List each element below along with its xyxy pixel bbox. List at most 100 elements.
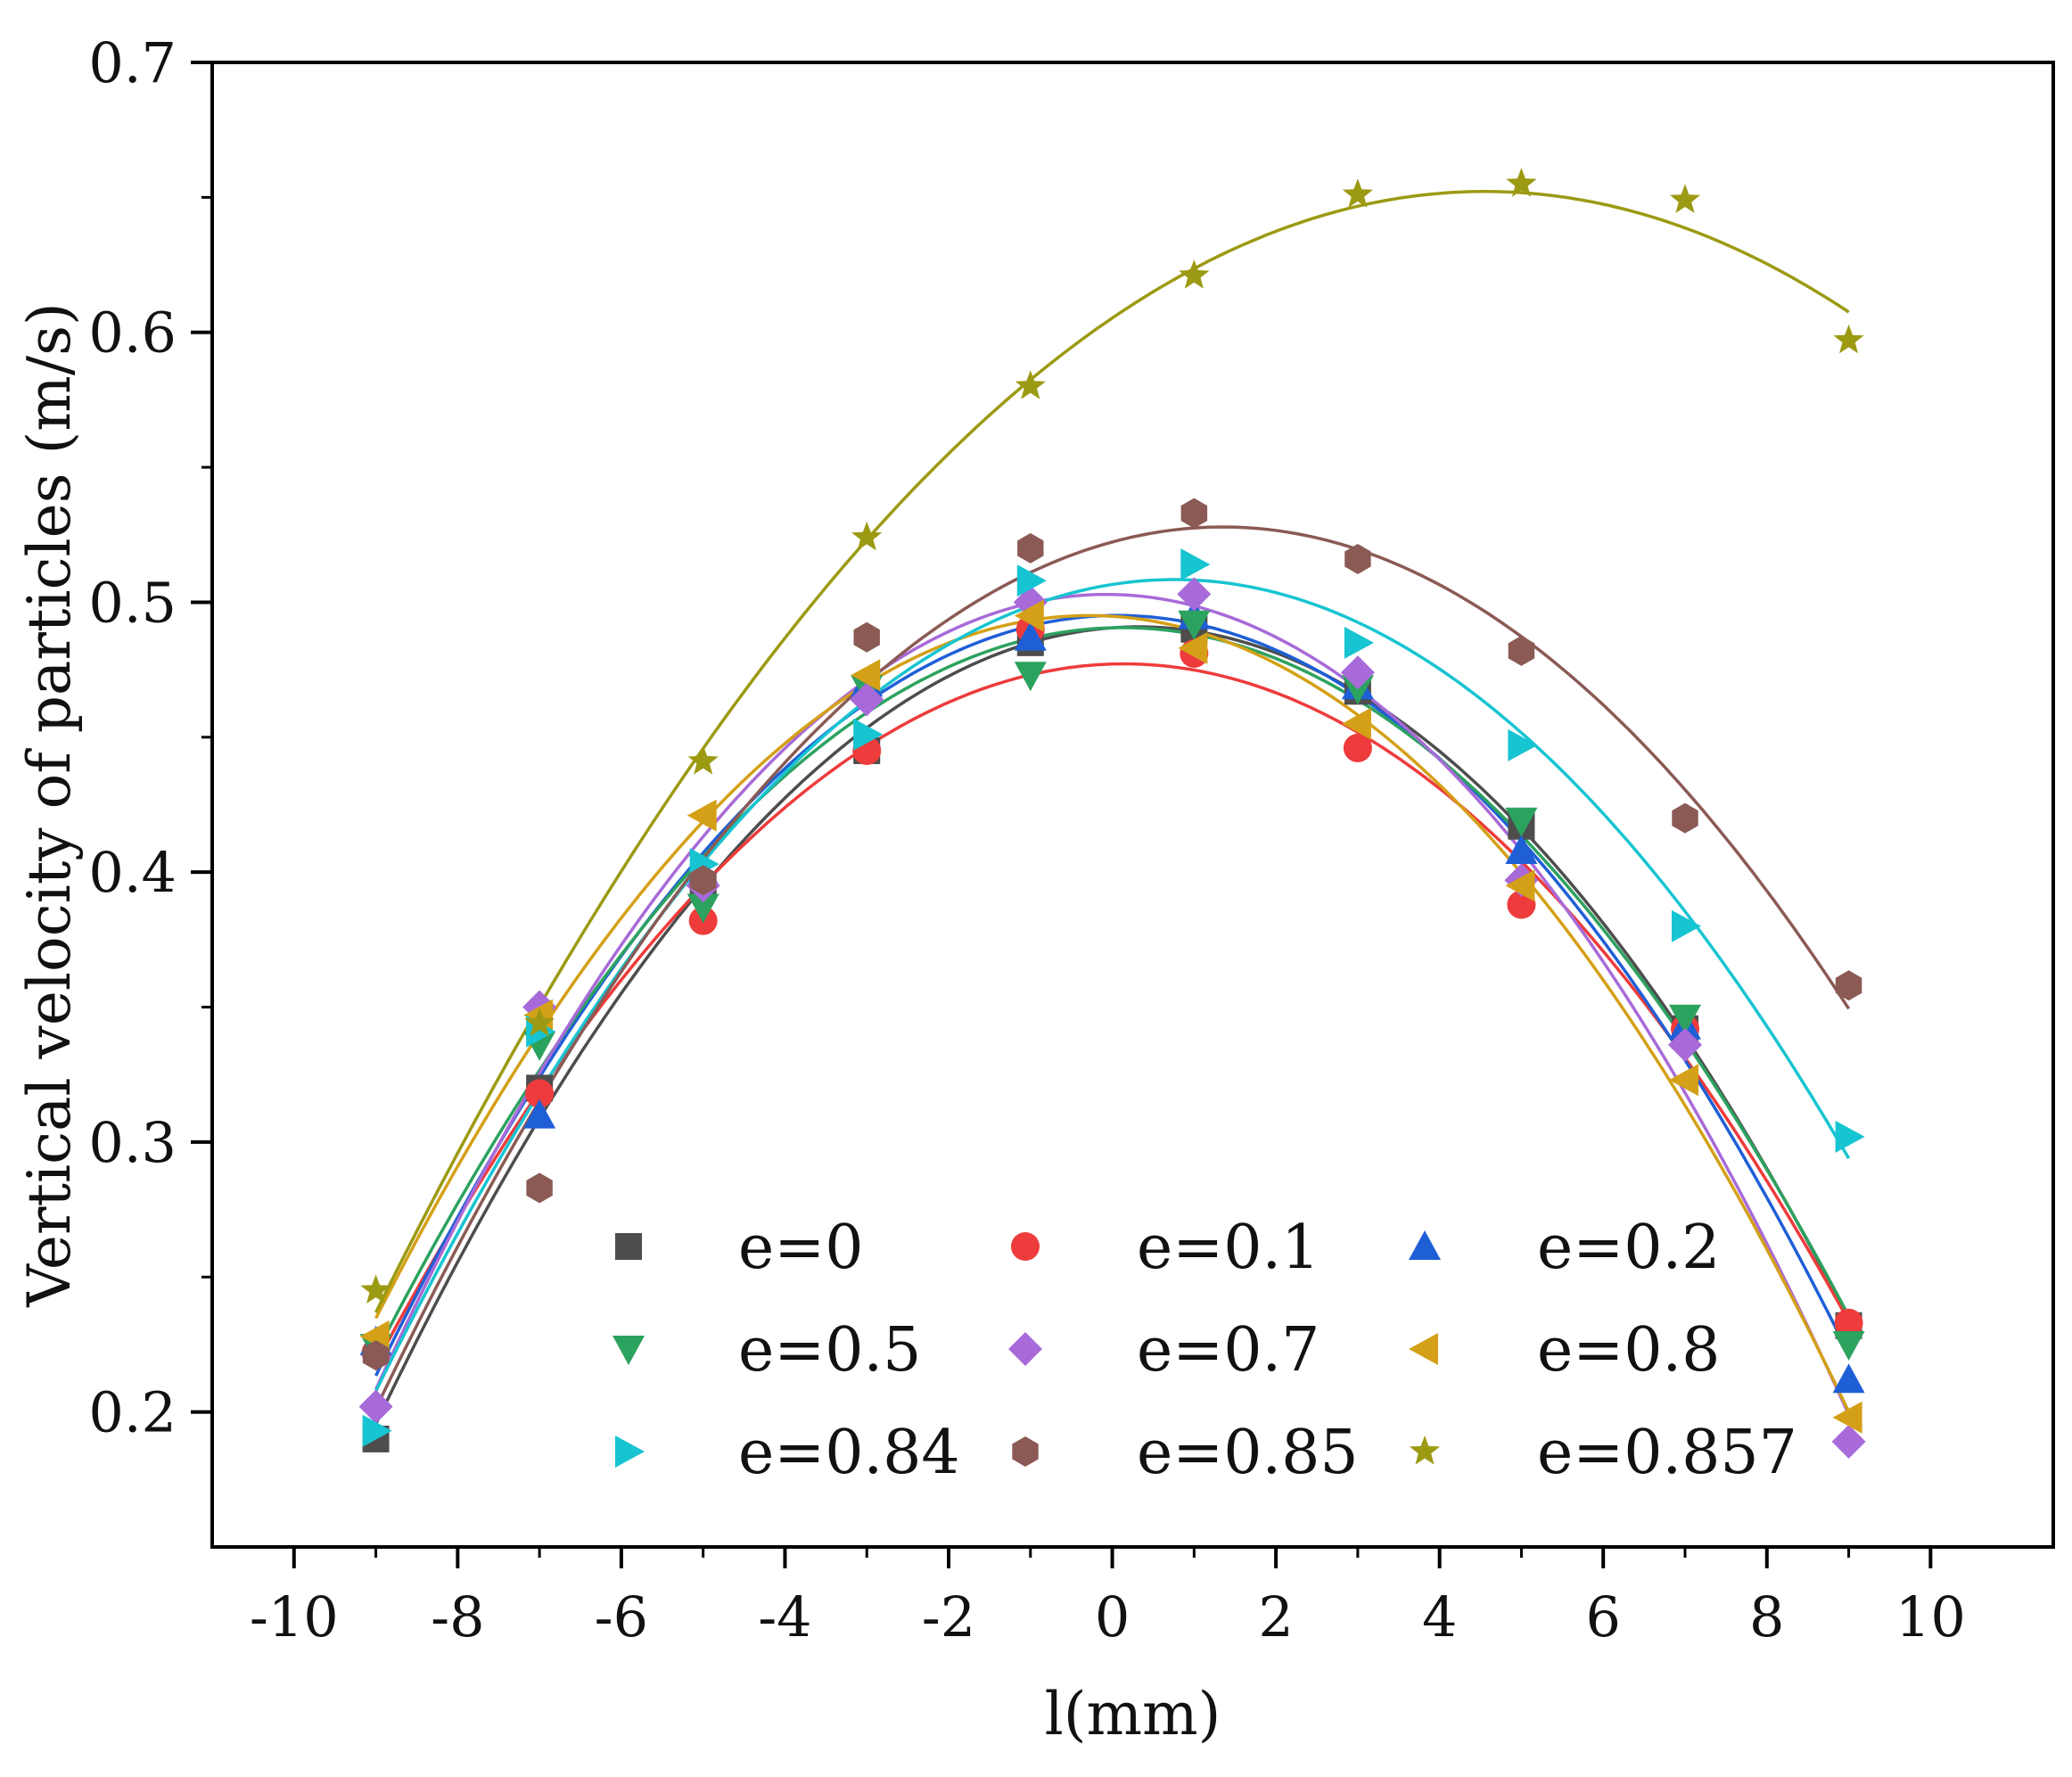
data-point	[1341, 707, 1371, 740]
data-point	[362, 1340, 390, 1371]
data-point	[1340, 655, 1375, 690]
data-point	[1672, 802, 1698, 834]
data-point	[1179, 259, 1210, 289]
legend-label: e=0.2	[1537, 1213, 1720, 1283]
legend-entry: e=0.85	[1012, 1418, 1359, 1488]
legend-entry: e=0	[615, 1213, 863, 1283]
fit-curve-e=0.85	[374, 525, 1851, 1410]
legend-marker	[613, 1336, 645, 1365]
legend-label: e=0.7	[1137, 1315, 1320, 1386]
y-tick-label: 0.2	[88, 1380, 177, 1445]
data-point	[1834, 1308, 1863, 1337]
fit-curve-e=0	[374, 625, 1851, 1425]
data-point	[1178, 631, 1208, 664]
series-e=0.857	[360, 168, 1864, 1304]
legend-marker	[615, 1436, 645, 1468]
legend-entry: e=0.8	[1409, 1315, 1720, 1386]
legend-entry: e=0.84	[615, 1418, 960, 1488]
axes: -10 -8 -6 -4 -2 0 2 4 6 8 10 0.2 0.3 0.4 0.5 0.6 0.7	[88, 30, 2055, 1649]
data-point	[1835, 1120, 1865, 1153]
legend-entry: e=0.5	[613, 1315, 921, 1386]
legend-label: e=0.857	[1537, 1418, 1797, 1488]
data-point	[1506, 168, 1537, 197]
x-tick-label: 2	[1258, 1584, 1293, 1649]
legend-label: e=0.5	[738, 1315, 921, 1386]
plot-frame	[210, 61, 2055, 1549]
x-tick-label: 0	[1095, 1584, 1130, 1649]
data-point	[1014, 662, 1047, 692]
data-point	[687, 893, 719, 924]
x-tick-label: 6	[1585, 1584, 1620, 1649]
series-e=0.8	[359, 599, 1862, 1434]
data-point	[1508, 728, 1538, 761]
data-point	[687, 745, 719, 775]
data-point	[1505, 869, 1535, 902]
x-tick-label: -4	[758, 1584, 811, 1649]
series-e=0.85	[362, 498, 1862, 1371]
legend-label: e=0	[738, 1213, 863, 1283]
data-point	[1669, 1004, 1701, 1034]
data-point	[1672, 909, 1701, 942]
legend-entry: e=0.857	[1409, 1418, 1797, 1488]
y-tick-label: 0.6	[88, 300, 177, 366]
legend-entry: e=0.7	[1008, 1315, 1320, 1386]
data-point	[1014, 599, 1044, 632]
x-tick-label: 4	[1422, 1584, 1457, 1649]
y-tick-label: 0.3	[88, 1110, 177, 1175]
series-e=0.84	[362, 548, 1865, 1447]
data-point	[1342, 178, 1373, 208]
data-point	[360, 1274, 391, 1304]
legend-label: e=0.8	[1537, 1315, 1720, 1386]
fit-curve-e=0.857	[374, 190, 1850, 1313]
legend-label: e=0.84	[738, 1418, 960, 1488]
data-point	[853, 621, 880, 653]
fit-curve-e=0.7	[374, 592, 1851, 1416]
fit-curves	[374, 190, 1851, 1425]
data-point	[1016, 564, 1047, 597]
data-point	[1180, 548, 1211, 581]
data-point	[1343, 733, 1372, 762]
data-point	[687, 799, 717, 832]
legend-label: e=0.85	[1137, 1418, 1359, 1488]
x-tick-label: 8	[1749, 1584, 1784, 1649]
data-point	[1344, 626, 1374, 659]
data-point	[525, 1079, 555, 1108]
data-point	[1833, 324, 1864, 354]
data-point	[1177, 577, 1212, 612]
data-point	[850, 682, 884, 717]
data-point	[851, 659, 881, 692]
x-axis-title: l(mm)	[1045, 1680, 1221, 1748]
data-point	[1344, 544, 1371, 574]
data-point	[1832, 1331, 1865, 1361]
data-point	[1831, 1424, 1866, 1459]
data-point	[1669, 1064, 1698, 1097]
data-point	[524, 1007, 555, 1037]
data-point	[1832, 1363, 1865, 1394]
x-tick-label: -10	[250, 1584, 339, 1649]
x-tick-label: -6	[595, 1584, 648, 1649]
data-point	[1669, 184, 1701, 213]
fit-curve-e=0.1	[374, 662, 1851, 1365]
legend-marker	[615, 1233, 642, 1260]
data-point	[1835, 970, 1862, 1001]
legend-entry: e=0.2	[1409, 1213, 1720, 1283]
data-point	[689, 865, 717, 896]
data-point	[1832, 1401, 1862, 1434]
x-tick-label: -8	[431, 1584, 484, 1649]
data-point	[362, 1414, 392, 1447]
data-point	[1017, 532, 1044, 564]
data-point	[1668, 1027, 1702, 1062]
data-point	[1508, 635, 1535, 666]
y-axis-title: Vertical velocity of particles (m/s)	[15, 302, 84, 1307]
legend-marker	[1011, 1232, 1040, 1261]
data-point	[851, 521, 883, 551]
y-tick-label: 0.4	[88, 840, 177, 905]
legend: e=0 e=0.1 e=0.2 e=0.5 e=0.7 e=0.8 e=0.84 e=0.85…	[613, 1213, 1797, 1488]
data-points	[358, 168, 1866, 1459]
data-point	[853, 718, 884, 751]
data-point	[526, 1172, 553, 1204]
legend-entry: e=0.1	[1011, 1213, 1320, 1283]
legend-marker	[1008, 1332, 1042, 1366]
data-point	[1178, 610, 1211, 640]
